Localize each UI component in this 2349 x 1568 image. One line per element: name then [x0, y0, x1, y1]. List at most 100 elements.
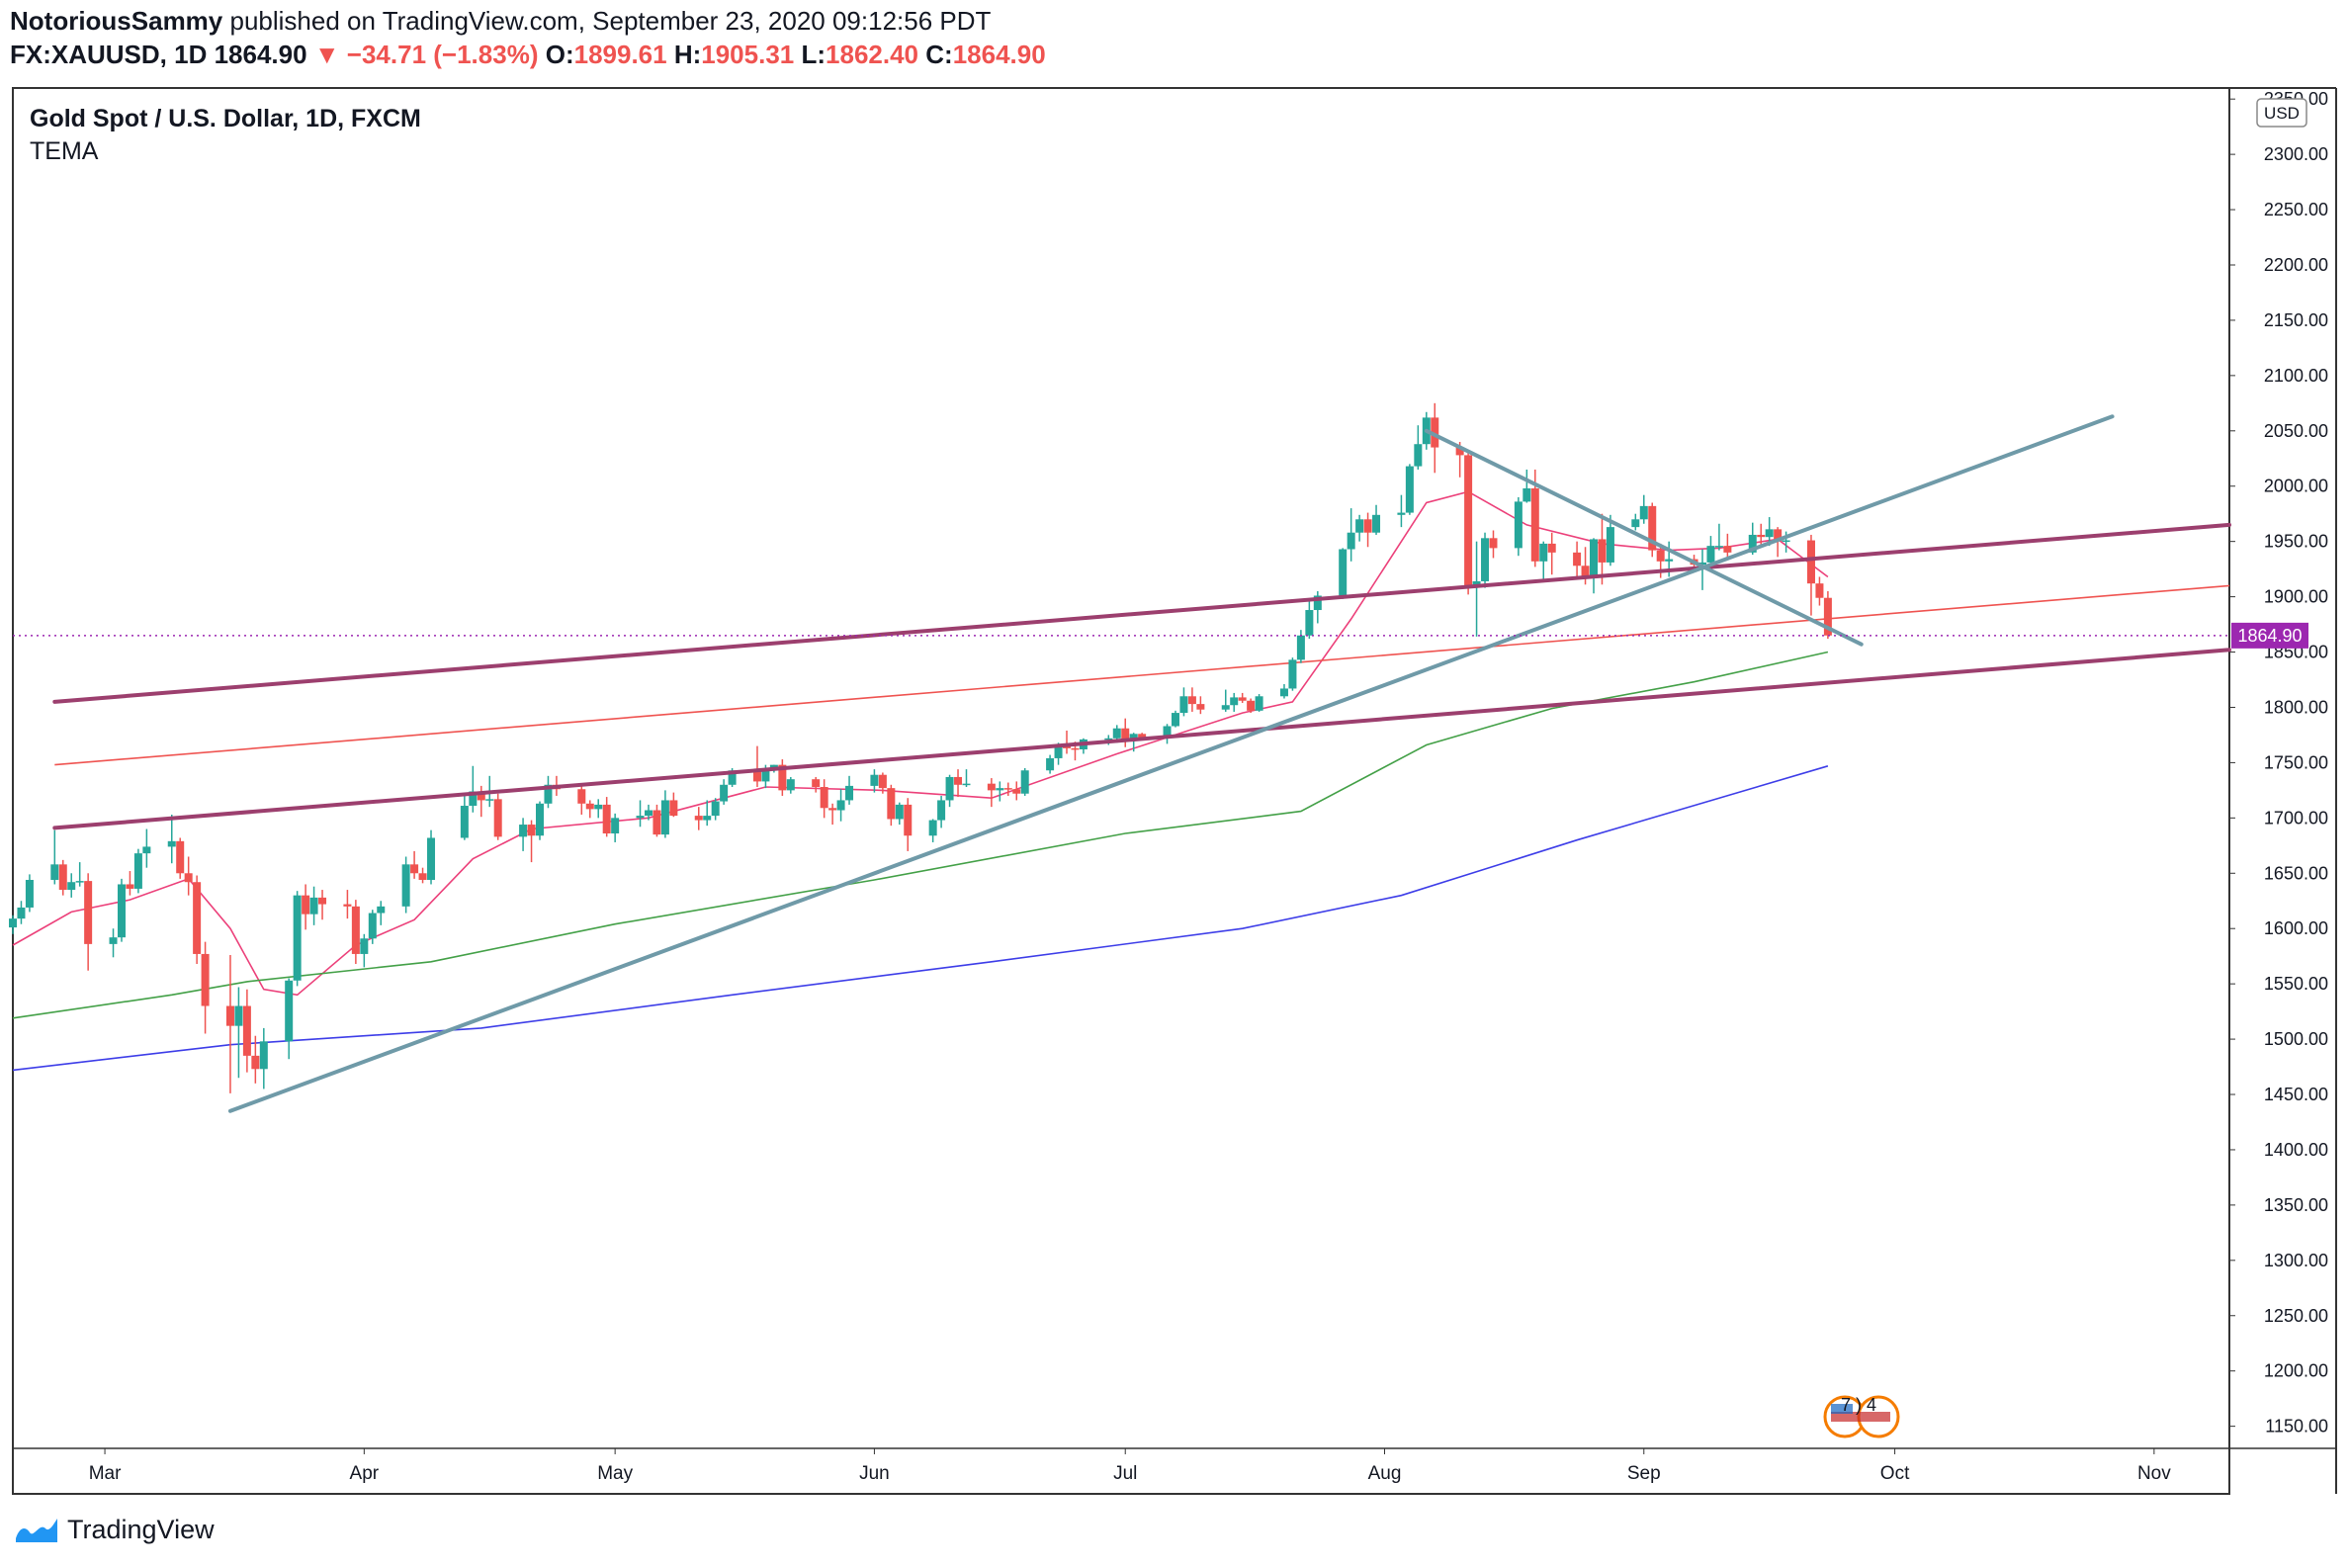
candle-body [544, 784, 553, 804]
candle-body [418, 873, 427, 880]
candle-up [536, 801, 545, 840]
currency-label: USD [2264, 104, 2300, 123]
candle-up [25, 874, 34, 913]
candle-body [945, 776, 954, 801]
candle-down [1238, 692, 1247, 703]
y-tick-label: 1750.00 [2264, 752, 2328, 772]
candle-down [201, 941, 210, 1034]
currency-badge[interactable] [2256, 98, 2307, 128]
candle-up [377, 901, 386, 925]
candle-down [193, 875, 202, 965]
symbol-label: FX:XAUUSD, 1D [10, 40, 208, 69]
candle-down [887, 784, 896, 827]
candle-up [75, 862, 84, 887]
candle-body [176, 840, 185, 874]
candle-body [1723, 546, 1732, 553]
y-tick-label: 1700.00 [2264, 808, 2328, 828]
candle-down [694, 807, 703, 830]
candle-up [1230, 692, 1239, 712]
candle-body [594, 804, 603, 810]
candle-up [594, 799, 603, 819]
candle-body [694, 816, 703, 821]
candle-body [1481, 538, 1490, 581]
candle-up [427, 829, 436, 885]
x-tick-label: Oct [1880, 1463, 1910, 1484]
candle-down [1363, 512, 1372, 548]
candle-up [996, 781, 1004, 802]
close-value: 1864.90 [952, 40, 1046, 69]
y-tick-label: 1450.00 [2264, 1085, 2328, 1104]
candle-up [1631, 513, 1640, 531]
candle-body [954, 776, 963, 785]
candle-down [1247, 698, 1256, 714]
tradingview-logo-icon[interactable] [14, 1513, 59, 1546]
candle-down [577, 785, 586, 815]
author-name[interactable]: NotoriousSammy [10, 6, 223, 36]
y-tick-label: 2150.00 [2264, 310, 2328, 330]
candle-body [58, 864, 67, 891]
footer-brand[interactable]: TradingView [67, 1514, 215, 1544]
candle-body [1179, 696, 1188, 714]
candle-body [485, 799, 494, 801]
candle-body [1171, 713, 1179, 727]
low-value: 1862.40 [826, 40, 919, 69]
candle-down [410, 850, 419, 879]
candle-down [477, 785, 485, 818]
candle-down [828, 803, 837, 826]
candle-body [519, 825, 528, 837]
candle-body [251, 1055, 260, 1070]
candle-body [1238, 697, 1247, 701]
x-tick-label: Jul [1113, 1463, 1137, 1484]
candle-body [302, 895, 310, 915]
indicator-label[interactable]: TEMA [30, 137, 99, 165]
candle-body [1539, 543, 1548, 562]
candle-down [1063, 730, 1072, 754]
candle-body [812, 779, 821, 788]
candle-down [1003, 782, 1012, 796]
candle-body [1054, 744, 1063, 758]
candle-body [1296, 635, 1305, 660]
candle-body [728, 770, 737, 785]
y-tick-label: 2100.00 [2264, 366, 2328, 386]
candle-body [109, 937, 118, 944]
candle-down [1723, 533, 1732, 558]
candle-body [660, 800, 669, 835]
candle-body [460, 806, 469, 838]
ohlc-header: FX:XAUUSD, 1D 1864.90 ▼ −34.71 (−1.83%) … [10, 40, 1046, 70]
candle-up [285, 978, 294, 1060]
candle-body [1104, 738, 1113, 740]
candle-up [1288, 657, 1297, 691]
candle-body [527, 825, 536, 836]
candle-down [84, 873, 93, 971]
moving-average-line [12, 765, 1829, 1072]
candle-up [167, 814, 176, 864]
candle-up [836, 789, 845, 822]
candle-up [1221, 689, 1230, 712]
price-chart[interactable]: 1150.00 1200.00 1250.00 1300.00 1350.00 1400.… [0, 0, 2349, 1503]
y-tick-label: 1250.00 [2264, 1306, 2328, 1326]
candle-up [1522, 469, 1531, 503]
candle-down [58, 859, 67, 896]
y-tick-label: 1950.00 [2264, 532, 2328, 552]
candle-down [176, 837, 185, 879]
candle-body [987, 783, 996, 791]
candle-body [469, 791, 478, 807]
candle-body [184, 873, 193, 883]
candle-body [259, 1041, 268, 1070]
y-tick-label: 2050.00 [2264, 421, 2328, 441]
moving-average-line [54, 584, 2230, 766]
candle-body [1455, 447, 1464, 456]
candle-body [1765, 529, 1774, 538]
candle-down [242, 989, 251, 1073]
candle-up [1020, 768, 1029, 796]
candle-up [67, 873, 76, 898]
economic-event-icon[interactable]: 7 ) 4 [1823, 1395, 1900, 1438]
candle-up [519, 818, 528, 851]
candle-down [778, 759, 787, 796]
candle-up [1639, 494, 1648, 524]
y-tick-label: 2300.00 [2264, 144, 2328, 164]
candle-body [904, 804, 913, 836]
candle-up [1539, 541, 1548, 581]
candle-body [242, 1005, 251, 1056]
candle-body [778, 764, 787, 791]
